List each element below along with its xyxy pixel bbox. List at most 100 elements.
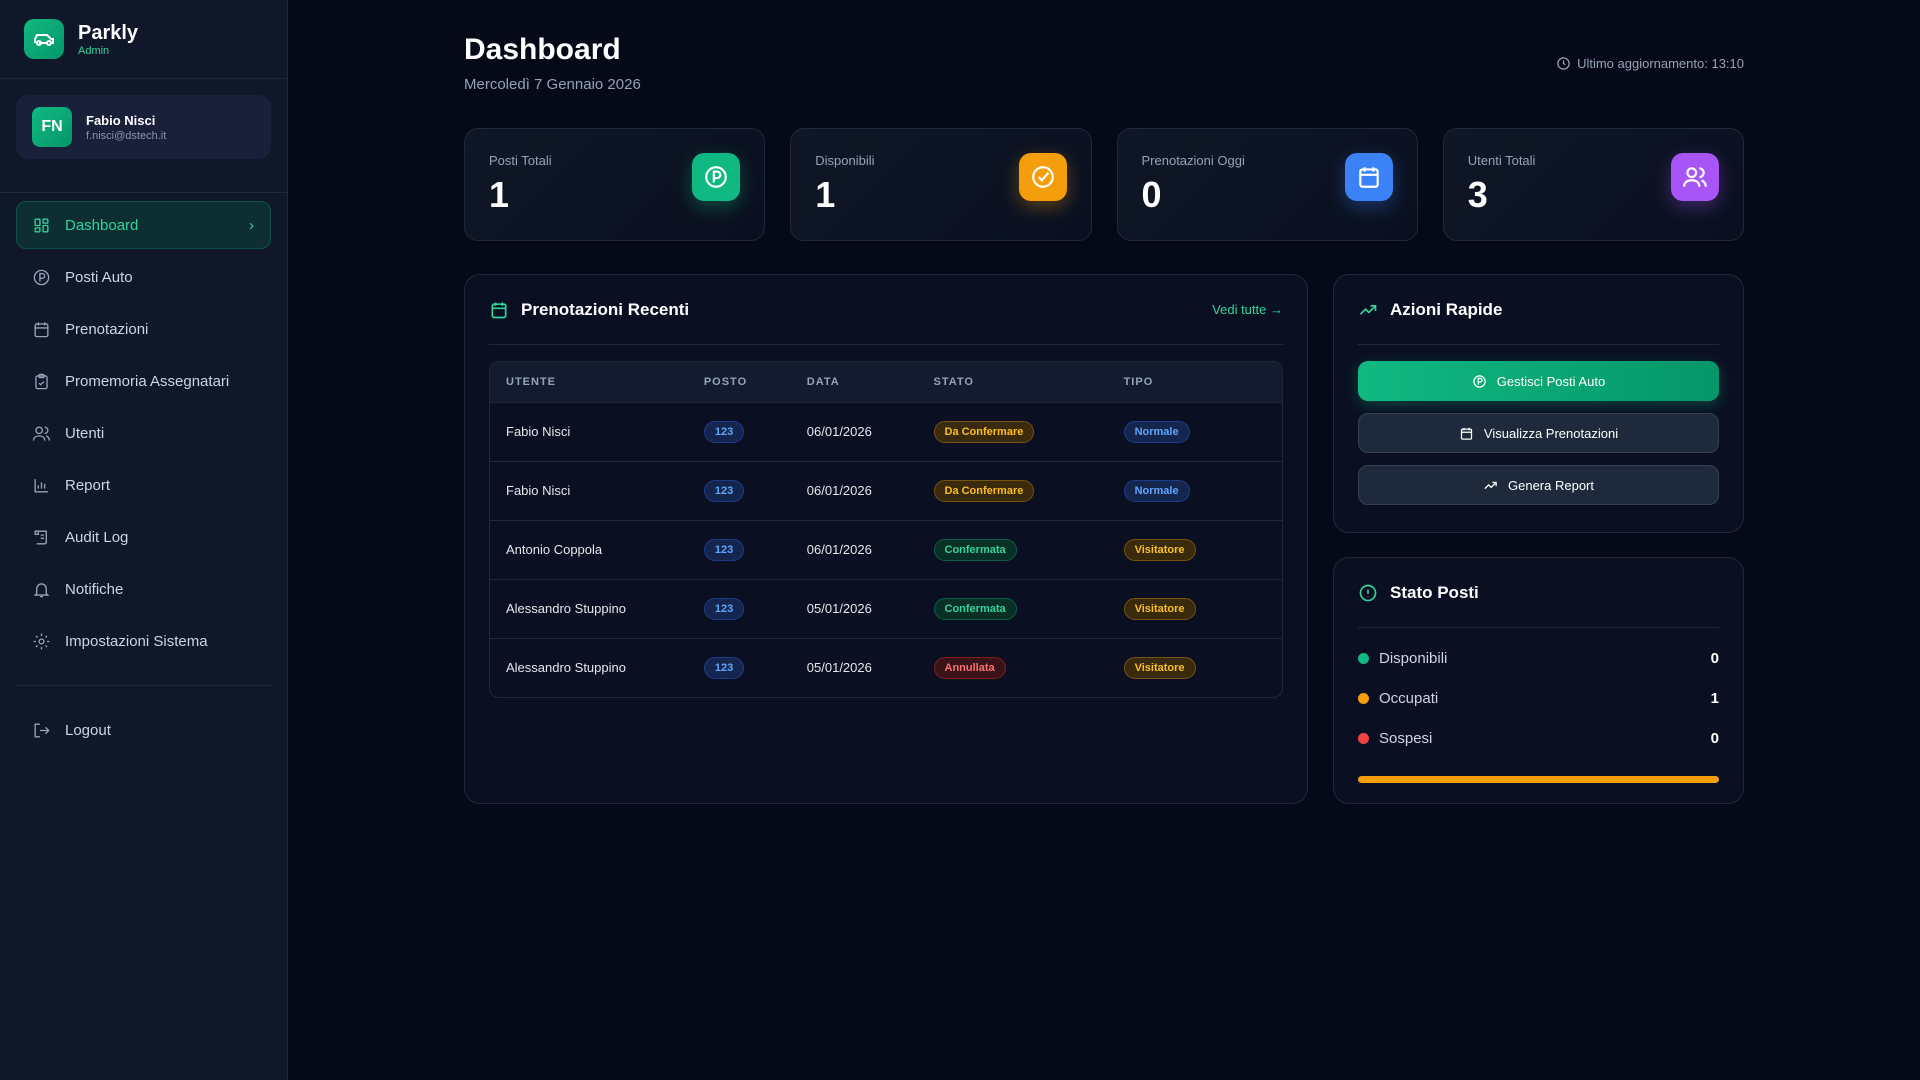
status-row: Sospesi 0 — [1358, 718, 1719, 758]
recent-bookings-panel: Prenotazioni Recenti Vedi tutte → UTENTE P… — [464, 274, 1308, 804]
sidebar-item-report[interactable]: Report — [16, 461, 271, 509]
column-header: TIPO — [1123, 362, 1282, 403]
status-dot — [1358, 692, 1369, 704]
sidebar-item-prenotazioni[interactable]: Prenotazioni — [16, 305, 271, 353]
sidebar-item-label: Audit Log — [65, 528, 129, 546]
sidebar-divider — [16, 685, 271, 686]
status-count: 0 — [1710, 729, 1719, 747]
manage-parking-button[interactable]: Gestisci Posti Auto — [1358, 361, 1719, 401]
table-row[interactable]: Alessandro Stuppino 123 05/01/2026 Annullat… — [490, 638, 1282, 697]
sidebar-item-impostazioni-sistema[interactable]: Impostazioni Sistema — [16, 617, 271, 665]
last-updated: Ultimo aggiornamento: 13:10 — [1556, 56, 1744, 71]
stat-label: Utenti Totali — [1467, 153, 1536, 168]
user-card[interactable]: FN Fabio Nisci f.nisci@dstech.it — [16, 95, 271, 159]
cell-date: 05/01/2026 — [806, 579, 934, 639]
parking-icon — [692, 153, 741, 201]
type-badge: Visitatore — [1123, 597, 1196, 620]
stat-value: 1 — [815, 174, 836, 215]
trending-up-icon — [1359, 304, 1377, 315]
calendar-icon — [34, 321, 49, 337]
stat-card: Posti Totali 1 — [464, 128, 766, 241]
status-label: Occupati — [1379, 689, 1439, 707]
trending-up-icon — [1484, 481, 1497, 489]
cell-user: Antonio Coppola — [490, 520, 704, 580]
generate-report-button[interactable]: Genera Report — [1358, 465, 1719, 505]
cell-date: 05/01/2026 — [806, 660, 872, 676]
calendar-icon — [491, 302, 507, 318]
sidebar-item-posti-auto[interactable]: Posti Auto — [16, 253, 271, 301]
sidebar-item-label: Notifiche — [65, 580, 124, 598]
status-badge: Da Confermare — [933, 479, 1035, 502]
type-badge: Visitatore — [1123, 538, 1196, 561]
status-bar-segment — [1358, 776, 1719, 783]
calendar-icon — [1460, 427, 1473, 440]
cell-user: Fabio Nisci — [490, 402, 704, 462]
panel-title: Stato Posti — [1390, 582, 1479, 602]
stat-card: Utenti Totali 3 — [1442, 128, 1744, 241]
brand-role: Admin — [78, 44, 110, 57]
table-row[interactable]: Alessandro Stuppino 123 05/01/2026 Conferma… — [490, 579, 1282, 639]
view-bookings-button[interactable]: Visualizza Prenotazioni — [1358, 413, 1719, 453]
cell-date: 06/01/2026 — [806, 402, 934, 462]
sidebar-item-promemoria-assegnatari[interactable]: Promemoria Assegnatari — [16, 357, 271, 405]
status-badge: Annullata — [933, 656, 1006, 679]
spot-badge: 123 — [703, 597, 745, 620]
clipboard-check-icon — [35, 373, 48, 389]
spot-badge: 123 — [703, 538, 745, 561]
status-dot — [1358, 652, 1369, 664]
status-label: Disponibili — [1379, 649, 1448, 667]
sidebar-item-notifiche[interactable]: Notifiche — [16, 565, 271, 613]
gear-icon — [33, 633, 50, 649]
panel-title: Prenotazioni Recenti — [521, 299, 690, 319]
sidebar: Parkly Admin FN Fabio Nisci f.nisci@dstech… — [0, 0, 288, 1080]
type-badge: Visitatore — [1123, 656, 1196, 679]
sidebar-nav: Dashboard › Posti Auto Prenotazioni Promemor… — [16, 201, 271, 758]
status-badge: Da Confermare — [933, 420, 1035, 443]
sidebar-item-audit-log[interactable]: Audit Log — [16, 513, 271, 561]
panel-title: Azioni Rapide — [1390, 299, 1503, 319]
table-row[interactable]: Fabio Nisci 123 06/01/2026 Da Confermare Nor… — [490, 461, 1282, 521]
brand-name: Parkly — [78, 21, 139, 44]
column-header: POSTO — [703, 362, 807, 403]
chevron-right-icon: › — [249, 216, 254, 234]
sidebar-item-label: Promemoria Assegnatari — [65, 372, 230, 390]
view-all-link[interactable]: Vedi tutte → — [1212, 302, 1283, 317]
sidebar-item-dashboard[interactable]: Dashboard › — [16, 201, 271, 249]
spot-badge: 123 — [703, 420, 745, 443]
cell-date: 06/01/2026 — [806, 461, 934, 521]
table-row[interactable]: Fabio Nisci 123 06/01/2026 Da Confermare Nor… — [490, 402, 1282, 462]
page-title: Dashboard — [464, 33, 621, 66]
cell-user: Fabio Nisci — [490, 461, 704, 521]
sidebar-item-utenti[interactable]: Utenti — [16, 409, 271, 457]
stat-label: Posti Totali — [489, 153, 552, 168]
status-count: 1 — [1710, 689, 1719, 707]
grid-icon — [34, 217, 49, 233]
car-icon — [24, 19, 64, 59]
stat-label: Prenotazioni Oggi — [1141, 153, 1245, 168]
type-badge: Normale — [1123, 479, 1190, 502]
sidebar-item-label: Dashboard — [65, 216, 139, 234]
sidebar-item-label: Prenotazioni — [65, 320, 149, 338]
stats-row: Posti Totali 1 Disponibili 1 Prenotazioni Og… — [464, 128, 1744, 241]
last-updated-text: Ultimo aggiornamento: 13:10 — [1577, 56, 1744, 71]
page-date: Mercoledì 7 Gennaio 2026 — [464, 76, 641, 93]
alert-circle-icon — [1359, 584, 1377, 601]
cell-date: 06/01/2026 — [806, 520, 934, 580]
spot-badge: 123 — [703, 656, 745, 679]
bell-icon — [33, 582, 50, 597]
logout-button[interactable]: Logout — [16, 706, 271, 754]
users-icon — [32, 425, 51, 441]
stat-value: 3 — [1467, 174, 1488, 215]
column-header: UTENTE — [490, 362, 704, 403]
parking-status-panel: Stato Posti Disponibili 0 Occupati 1 Sospesi… — [1333, 557, 1744, 804]
parking-icon — [33, 269, 50, 285]
avatar: FN — [32, 107, 72, 147]
column-header: DATA — [806, 362, 934, 403]
bookings-table: UTENTE POSTO DATA STATO TIPO Fabio Nisci 123 06… — [490, 362, 1282, 697]
spot-badge: 123 — [703, 479, 745, 502]
status-dot — [1358, 732, 1369, 744]
logout-icon — [34, 722, 50, 738]
sidebar-item-label: Report — [65, 476, 111, 494]
table-row[interactable]: Antonio Coppola 123 06/01/2026 Confermata Vi… — [490, 520, 1282, 580]
status-row: Disponibili 0 — [1358, 638, 1719, 678]
